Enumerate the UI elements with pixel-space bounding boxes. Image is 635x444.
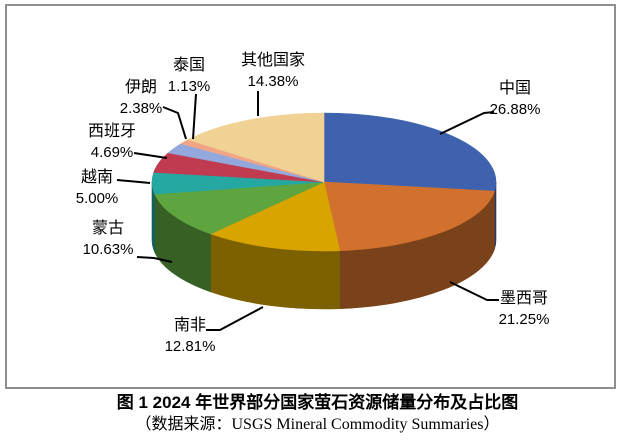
figure-caption: 图 1 2024 年世界部分国家萤石资源储量分布及占比图 （数据来源：USGS …: [0, 391, 635, 436]
slice-label-墨西哥: 墨西哥 21.25%: [499, 288, 550, 330]
slice-label-name: 中国: [498, 80, 531, 97]
slice-label-percent: 14.38%: [247, 73, 299, 90]
leader-line-墨西哥: [449, 281, 499, 301]
leader-line-中国: [439, 111, 495, 135]
slice-label-name: 西班牙: [87, 123, 137, 140]
leader-line-泰国: [192, 93, 197, 140]
slice-label-name: 墨西哥: [499, 290, 548, 307]
pie-slice-蒙古: [154, 181, 325, 235]
slice-label-name: 泰国: [172, 57, 206, 74]
leader-line-伊朗: [162, 106, 187, 140]
slice-label-percent: 5.00%: [75, 190, 119, 207]
slice-label-蒙古: 蒙古 10.63%: [83, 218, 134, 260]
pie-slice-南非: [209, 181, 341, 252]
slice-label-泰国: 泰国 1.13%: [168, 55, 211, 97]
slice-label-越南: 越南 5.00%: [76, 167, 119, 209]
slice-label-其他国家: 其他国家 14.38%: [241, 50, 305, 92]
pie-slice-墨西哥: [323, 181, 495, 252]
slice-label-percent: 12.81%: [164, 338, 216, 355]
slice-label-name: 蒙古: [91, 220, 124, 237]
slice-label-percent: 10.63%: [82, 241, 134, 258]
slice-label-name: 南非: [173, 317, 206, 334]
leader-line-蒙古: [136, 256, 173, 263]
slice-label-percent: 2.38%: [119, 100, 163, 117]
leader-line-越南: [116, 179, 151, 184]
slice-label-name: 伊朗: [124, 79, 158, 96]
slice-label-percent: 21.25%: [498, 311, 550, 328]
slice-label-name: 越南: [80, 169, 114, 186]
slice-label-name: 其他国家: [240, 52, 306, 69]
figure-caption-title: 图 1 2024 年世界部分国家萤石资源储量分布及占比图: [116, 393, 519, 412]
slice-label-percent: 26.88%: [489, 101, 541, 118]
slice-label-中国: 中国 26.88%: [490, 78, 541, 120]
figure-caption-source: （数据来源：USGS Mineral Commodity Summaries）: [135, 416, 500, 433]
pie-slice-中国: [323, 112, 497, 192]
leader-line-西班牙: [133, 152, 168, 159]
pie-slice-其他国家: [187, 112, 325, 183]
slice-label-伊朗: 伊朗 2.38%: [120, 77, 163, 119]
slice-label-南非: 南非 12.81%: [165, 315, 216, 357]
slice-label-西班牙: 西班牙 4.69%: [88, 121, 136, 163]
slice-label-percent: 1.13%: [167, 78, 211, 95]
leader-line-南非: [206, 306, 264, 331]
slice-label-percent: 4.69%: [90, 144, 134, 161]
